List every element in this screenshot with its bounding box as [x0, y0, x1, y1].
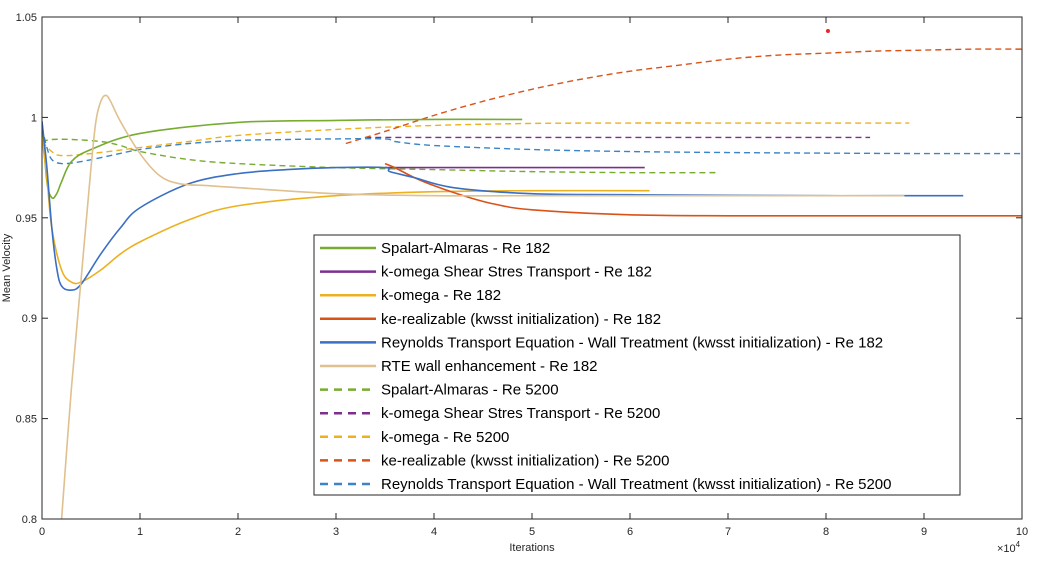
x-tick-label: 3 — [333, 526, 339, 538]
series-line-5 — [42, 121, 964, 291]
annotation-layer — [825, 29, 830, 34]
x-tick-label: 1 — [137, 526, 143, 538]
x-axis-label: Iterations — [509, 542, 555, 554]
series-line-11 — [42, 127, 1022, 165]
y-tick-label: 1.05 — [16, 12, 37, 24]
y-tick-label: 0.95 — [16, 213, 37, 225]
series-layer — [42, 48, 1022, 519]
x-tick-label: 0 — [39, 526, 45, 538]
x-tick-label: 7 — [725, 526, 731, 538]
legend-label-9: k-omega - Re 5200 — [381, 429, 509, 446]
series-line-3 — [42, 137, 650, 285]
legend-label-5: Reynolds Transport Equation - Wall Treat… — [381, 334, 883, 351]
y-tick-label: 0.9 — [22, 313, 37, 325]
series-line-7 — [42, 138, 719, 174]
annotation-point — [825, 29, 830, 34]
legend-label-10: ke-realizable (kwsst initialization) - R… — [381, 452, 669, 469]
series-line-10 — [345, 48, 1022, 145]
legend-label-4: ke-realizable (kwsst initialization) - R… — [381, 311, 661, 328]
y-tick-label: 0.8 — [22, 514, 37, 526]
legend-label-1: Spalart-Almaras - Re 182 — [381, 240, 550, 257]
legend-label-3: k-omega - Re 182 — [381, 287, 501, 304]
x-tick-label: 8 — [823, 526, 829, 538]
series-line-1 — [42, 118, 523, 200]
legend-box — [313, 234, 961, 496]
y-tick-label: 0.85 — [16, 414, 37, 426]
x-tick-label: 9 — [921, 526, 927, 538]
legend-label-7: Spalart-Almaras - Re 5200 — [381, 382, 559, 399]
series-line-6 — [60, 94, 905, 519]
y-axis-label: Mean Velocity — [1, 233, 13, 302]
legend-label-8: k-omega Shear Stres Transport - Re 5200 — [381, 405, 660, 422]
x-tick-label: 2 — [235, 526, 241, 538]
x-tick-label: 6 — [627, 526, 633, 538]
y-tick-label: 1 — [31, 112, 37, 124]
x-axis-exponent-power: 4 — [1016, 540, 1021, 549]
legend-label-11: Reynolds Transport Equation - Wall Treat… — [381, 476, 892, 493]
series-line-9 — [42, 122, 910, 157]
x-tick-label: 10 — [1016, 526, 1028, 538]
legend-label-2: k-omega Shear Stres Transport - Re 182 — [381, 264, 652, 281]
legend-label-6: RTE wall enhancement - Re 182 — [381, 358, 598, 375]
legend: Spalart-Almaras - Re 182 k-omega Shear St… — [313, 234, 961, 496]
x-tick-label: 4 — [431, 526, 437, 538]
x-axis-exponent: ×104 — [997, 540, 1021, 555]
tick-layer: 0 1 2 3 4 5 6 7 8 9 10 0.8 0.85 0.9 0.95 1 1.05 — [16, 12, 1029, 538]
x-tick-label: 5 — [529, 526, 535, 538]
x-axis-exponent-base: ×10 — [997, 543, 1016, 555]
